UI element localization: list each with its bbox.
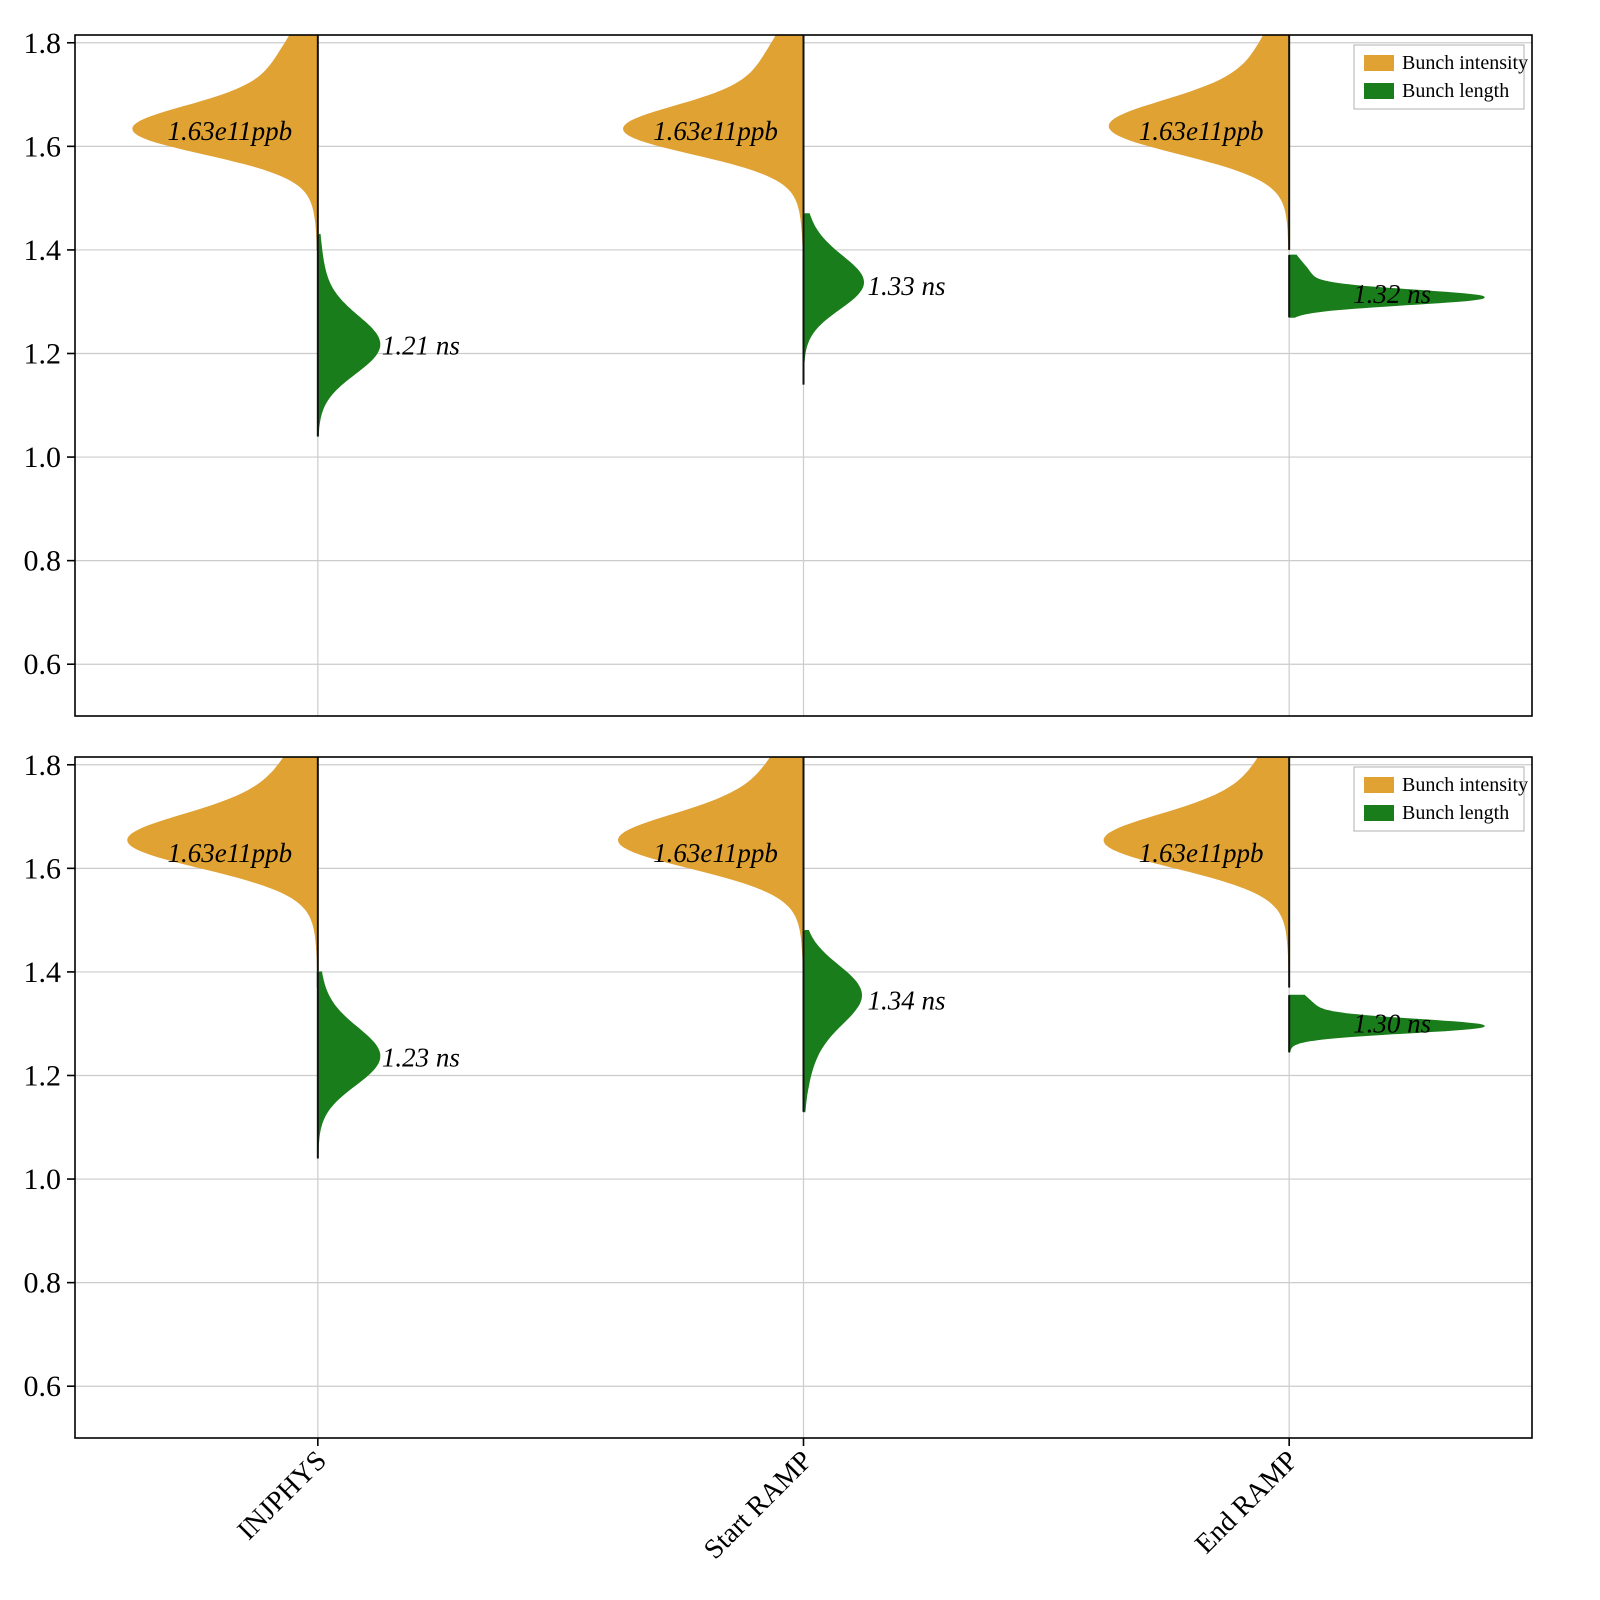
violin-bunch-length-start-ramp (802, 930, 863, 1113)
violin-shape (622, 34, 804, 246)
violin-shape (132, 34, 319, 251)
violin-bunch-intensity-start-ramp (622, 34, 805, 246)
y-tick-label: 1.2 (24, 337, 62, 370)
violin-bunch-intensity-start-ramp (617, 756, 805, 983)
annotations: 1.63e11ppb 1.63e11ppb 1.63e11ppb 1.23 ns 1.3… (167, 838, 1431, 1073)
y-tick-label: 1.4 (24, 956, 62, 989)
legend-swatch (1364, 83, 1394, 99)
violin-shape (317, 233, 381, 437)
panel-bottom-chart: 1.63e11ppb 1.63e11ppb 1.63e11ppb 1.23 ns 1.3… (24, 749, 1533, 1565)
x-tick-label: End RAMP (1189, 1445, 1304, 1560)
annotation-length: 1.33 ns (868, 271, 946, 301)
annotation-intensity: 1.63e11ppb (653, 838, 778, 868)
y-axis: 1.8 1.6 1.4 1.2 1.0 0.8 0.6 (24, 749, 75, 1403)
violin-shape (803, 213, 865, 385)
annotation-length: 1.34 ns (868, 985, 946, 1015)
legend-swatch (1364, 805, 1394, 821)
x-tick-label: INJPHYS (232, 1445, 333, 1546)
y-tick-label: 1.8 (24, 749, 62, 782)
violins (127, 756, 1485, 1159)
violin-shape (1288, 994, 1485, 1053)
annotation-intensity: 1.63e11ppb (167, 838, 292, 868)
y-tick-label: 1.4 (24, 234, 62, 267)
violin-shape (1108, 34, 1290, 251)
legend-label: Bunch length (1402, 802, 1509, 824)
plot-border (74, 34, 1533, 717)
annotation-length: 1.30 ns (1353, 1009, 1431, 1039)
violin-bunch-intensity-injphys (132, 34, 319, 251)
x-axis: INJPHYS Start RAMP End RAMP (232, 1438, 1304, 1565)
legend-label: Bunch length (1402, 80, 1509, 102)
annotation-intensity: 1.63e11ppb (653, 116, 778, 146)
annotation-intensity: 1.63e11ppb (1139, 838, 1264, 868)
violin-bunch-length-start-ramp (802, 213, 865, 385)
violin-bunch-intensity-end-ramp (1108, 34, 1291, 251)
legend: Bunch intensity Bunch length (1353, 44, 1528, 110)
violin-bunch-length-end-ramp (1288, 994, 1485, 1053)
legend-swatch (1364, 777, 1394, 793)
violin-shape (1103, 756, 1290, 988)
y-axis: 1.8 1.6 1.4 1.2 1.0 0.8 0.6 (24, 27, 75, 681)
legend-swatch (1364, 55, 1394, 71)
annotation-intensity: 1.63e11ppb (1139, 116, 1264, 146)
violin-bunch-intensity-injphys (127, 756, 319, 988)
legend-label: Bunch intensity (1402, 774, 1528, 796)
violin-bunch-length-injphys (316, 233, 381, 437)
annotation-length: 1.23 ns (382, 1042, 460, 1072)
violin-bunch-length-end-ramp (1288, 254, 1485, 318)
y-tick-label: 1.6 (24, 130, 62, 163)
panel-top-chart: 1.63e11ppb 1.63e11ppb 1.63e11ppb 1.21 ns 1.3… (24, 27, 1533, 717)
violin-shape (127, 756, 319, 988)
violin-shape (317, 971, 381, 1159)
y-tick-label: 1.2 (24, 1059, 62, 1092)
annotation-length: 1.32 ns (1353, 279, 1431, 309)
y-tick-label: 1.6 (24, 852, 62, 885)
legend-label: Bunch intensity (1402, 52, 1528, 74)
y-tick-label: 0.6 (24, 648, 62, 681)
annotation-intensity: 1.63e11ppb (167, 116, 292, 146)
violins (132, 34, 1485, 437)
violin-shape (1288, 254, 1485, 318)
y-tick-label: 0.6 (24, 1370, 62, 1403)
violin-shape (617, 756, 804, 983)
annotations: 1.63e11ppb 1.63e11ppb 1.63e11ppb 1.21 ns 1.3… (167, 116, 1431, 361)
violin-bunch-length-injphys (316, 971, 381, 1159)
y-tick-label: 0.8 (24, 1267, 62, 1300)
violin-bunch-intensity-end-ramp (1103, 756, 1291, 988)
y-tick-label: 1.0 (24, 441, 62, 474)
annotation-length: 1.21 ns (382, 331, 460, 361)
legend: Bunch intensity Bunch length (1353, 766, 1528, 832)
violin-shape (803, 930, 863, 1113)
y-tick-label: 0.8 (24, 545, 62, 578)
y-tick-label: 1.8 (24, 27, 62, 60)
y-tick-label: 1.0 (24, 1163, 62, 1196)
x-tick-label: Start RAMP (698, 1445, 818, 1565)
